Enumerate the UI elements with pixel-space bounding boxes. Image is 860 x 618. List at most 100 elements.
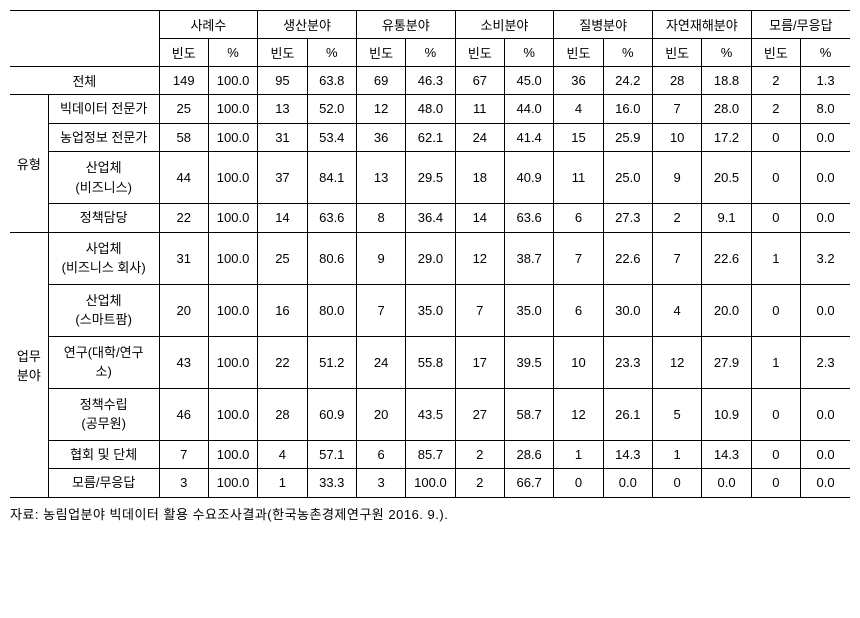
data-cell: 40.9	[504, 152, 553, 204]
data-cell: 23.3	[603, 336, 652, 388]
data-cell: 12	[554, 388, 603, 440]
data-cell: 51.2	[307, 336, 356, 388]
data-cell: 14.3	[603, 440, 652, 469]
data-cell: 149	[159, 67, 208, 95]
data-cell: 100.0	[208, 388, 257, 440]
data-cell: 0	[751, 284, 800, 336]
header-sub: 빈도	[159, 39, 208, 67]
data-cell: 100.0	[208, 67, 257, 95]
data-cell: 100.0	[208, 152, 257, 204]
data-cell: 15	[554, 123, 603, 152]
header-sub: %	[702, 39, 751, 67]
data-cell: 63.8	[307, 67, 356, 95]
data-cell: 27.9	[702, 336, 751, 388]
data-cell: 30.0	[603, 284, 652, 336]
data-cell: 8.0	[801, 95, 850, 124]
data-cell: 100.0	[208, 336, 257, 388]
data-cell: 8	[356, 204, 405, 233]
data-cell: 1	[258, 469, 307, 498]
data-cell: 35.0	[406, 284, 455, 336]
data-cell: 0	[751, 440, 800, 469]
data-cell: 22	[159, 204, 208, 233]
data-cell: 95	[258, 67, 307, 95]
data-cell: 31	[258, 123, 307, 152]
data-cell: 20.0	[702, 284, 751, 336]
data-cell: 22.6	[702, 232, 751, 284]
data-cell: 33.3	[307, 469, 356, 498]
header-sub: %	[406, 39, 455, 67]
data-cell: 100.0	[208, 232, 257, 284]
data-cell: 60.9	[307, 388, 356, 440]
header-sub: %	[504, 39, 553, 67]
data-cell: 100.0	[208, 123, 257, 152]
data-cell: 45.0	[504, 67, 553, 95]
row-label: 산업체 (스마트팜)	[48, 284, 159, 336]
row-label-total: 전체	[10, 67, 159, 95]
data-cell: 28	[258, 388, 307, 440]
data-cell: 14.3	[702, 440, 751, 469]
data-cell: 7	[653, 95, 702, 124]
row-group-label: 업무 분야	[10, 232, 48, 497]
data-cell: 1	[751, 336, 800, 388]
data-cell: 80.0	[307, 284, 356, 336]
data-cell: 0	[751, 204, 800, 233]
data-cell: 1	[554, 440, 603, 469]
data-cell: 1.3	[801, 67, 850, 95]
data-cell: 11	[455, 95, 504, 124]
data-cell: 28.6	[504, 440, 553, 469]
data-cell: 66.7	[504, 469, 553, 498]
data-cell: 12	[653, 336, 702, 388]
data-cell: 7	[356, 284, 405, 336]
data-cell: 0.0	[801, 152, 850, 204]
data-cell: 43.5	[406, 388, 455, 440]
row-label: 정책수립 (공무원)	[48, 388, 159, 440]
row-label: 사업체 (비즈니스 회사)	[48, 232, 159, 284]
data-cell: 2	[751, 95, 800, 124]
data-cell: 100.0	[208, 440, 257, 469]
data-cell: 1	[653, 440, 702, 469]
data-cell: 100.0	[208, 284, 257, 336]
data-cell: 14	[258, 204, 307, 233]
data-cell: 0.0	[801, 204, 850, 233]
data-cell: 43	[159, 336, 208, 388]
header-sub: 빈도	[455, 39, 504, 67]
data-cell: 20.5	[702, 152, 751, 204]
data-cell: 10	[554, 336, 603, 388]
data-cell: 12	[455, 232, 504, 284]
data-cell: 2	[751, 67, 800, 95]
data-cell: 69	[356, 67, 405, 95]
data-cell: 4	[653, 284, 702, 336]
data-cell: 0	[554, 469, 603, 498]
data-cell: 0	[751, 152, 800, 204]
data-cell: 0	[751, 469, 800, 498]
data-cell: 52.0	[307, 95, 356, 124]
data-cell: 3.2	[801, 232, 850, 284]
data-cell: 25	[159, 95, 208, 124]
row-label: 빅데이터 전문가	[48, 95, 159, 124]
header-group: 유통분야	[356, 11, 455, 39]
header-group: 생산분야	[258, 11, 357, 39]
data-cell: 36	[356, 123, 405, 152]
data-cell: 24	[455, 123, 504, 152]
data-cell: 27	[455, 388, 504, 440]
header-sub: 빈도	[356, 39, 405, 67]
data-cell: 11	[554, 152, 603, 204]
header-blank	[10, 11, 159, 67]
data-cell: 26.1	[603, 388, 652, 440]
data-cell: 16.0	[603, 95, 652, 124]
data-cell: 18	[455, 152, 504, 204]
data-cell: 0.0	[702, 469, 751, 498]
data-cell: 16	[258, 284, 307, 336]
data-cell: 37	[258, 152, 307, 204]
data-cell: 7	[653, 232, 702, 284]
data-cell: 2	[455, 440, 504, 469]
data-cell: 7	[554, 232, 603, 284]
header-group: 질병분야	[554, 11, 653, 39]
data-cell: 84.1	[307, 152, 356, 204]
data-cell: 10	[653, 123, 702, 152]
data-cell: 0	[751, 388, 800, 440]
header-sub: 빈도	[258, 39, 307, 67]
table-body: 전체149100.09563.86946.36745.03624.22818.8…	[10, 67, 850, 498]
data-cell: 18.8	[702, 67, 751, 95]
data-cell: 67	[455, 67, 504, 95]
